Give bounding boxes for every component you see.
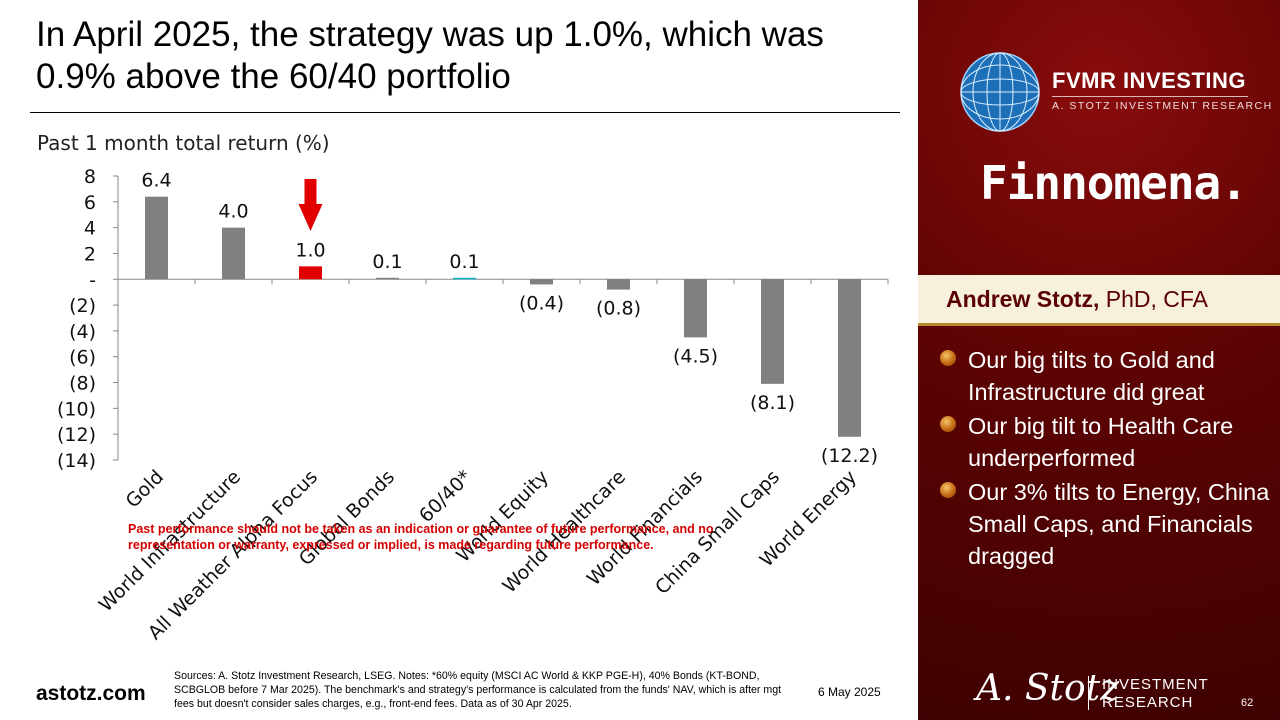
key-point-text: Our 3% tilts to Energy, China Small Caps… (968, 479, 1270, 569)
data-label: (8.1) (750, 392, 795, 414)
key-points-list: Our big tilts to Gold and Infrastructure… (938, 344, 1274, 574)
bar-60-40 (453, 277, 476, 280)
y-tick-label: 2 (84, 243, 96, 265)
key-point-text: Our big tilts to Gold and Infrastructure… (968, 347, 1215, 405)
y-tick-label: (12) (57, 424, 96, 446)
bar-world-healthcare (607, 279, 630, 290)
presenter-band (918, 275, 1280, 323)
globe-icon (960, 52, 1040, 132)
bullet-orb-icon (940, 350, 956, 366)
bullet-orb-icon (940, 482, 956, 498)
bar-china-small-caps (761, 279, 784, 384)
page-number: 62 (1241, 697, 1254, 709)
presenter-underline (918, 323, 1280, 326)
key-point: Our big tilts to Gold and Infrastructure… (938, 344, 1274, 408)
chart-area: Past 1 month total return (%) 8 6 4 2 - (2) (4)… (0, 120, 910, 665)
data-label: 0.1 (372, 251, 402, 273)
sources-note: Sources: A. Stotz Investment Research, L… (174, 670, 782, 711)
data-label: 0.1 (449, 251, 479, 273)
presenter-label: Andrew Stotz, PhD, CFA (946, 286, 1208, 313)
data-label: 6.4 (141, 170, 171, 192)
y-tick-label: (6) (69, 347, 96, 369)
data-label: (12.2) (821, 445, 878, 467)
data-label: (4.5) (673, 345, 718, 367)
slide-title: In April 2025, the strategy was up 1.0%,… (36, 15, 824, 96)
category-label: Gold (122, 466, 168, 512)
brand-subtitle: A. STOTZ INVESTMENT RESEARCH (1052, 100, 1273, 112)
y-tick-label: 8 (84, 166, 96, 188)
bullet-orb-icon (940, 416, 956, 432)
research-brand-line2: RESEARCH (1102, 694, 1194, 711)
bar-world-energy (838, 279, 861, 437)
y-tick-label: - (89, 269, 96, 291)
presenter-credentials: PhD, CFA (1099, 286, 1208, 312)
partner-logo: Finnomena. (980, 156, 1248, 210)
data-label: 4.0 (218, 201, 248, 223)
y-tick-label: 4 (84, 218, 96, 240)
website-link[interactable]: astotz.com (36, 682, 146, 705)
brand-divider (1052, 96, 1248, 97)
bar-gold (145, 196, 168, 280)
y-tick-label: (10) (57, 398, 96, 420)
highlight-arrow-icon (298, 179, 323, 231)
brand-name: FVMR INVESTING (1052, 68, 1247, 93)
data-label: (0.4) (519, 292, 564, 314)
bar-global-bonds (376, 277, 399, 280)
bar-world-infrastructure (222, 227, 245, 280)
key-point: Our 3% tilts to Energy, China Small Caps… (938, 476, 1274, 572)
title-divider (30, 112, 900, 113)
bar-chart: Past 1 month total return (%) 8 6 4 2 - (2) (4)… (37, 131, 889, 644)
chart-title: Past 1 month total return (%) (37, 131, 330, 155)
data-label: (0.8) (596, 298, 641, 320)
key-point: Our big tilt to Health Care underperform… (938, 410, 1274, 474)
bar-world-financials (684, 279, 707, 338)
slide-date: 6 May 2025 (818, 685, 881, 699)
presenter-name: Andrew Stotz, (946, 286, 1100, 312)
data-label: 1.0 (295, 239, 325, 261)
category-label: 60/40* (415, 466, 476, 527)
y-tick-label: (14) (57, 450, 96, 472)
signature-logo: A. Stotz (976, 668, 1120, 709)
bar-all-weather-alpha-focus (299, 266, 322, 280)
research-brand-line1: INVESTMENT (1102, 676, 1209, 693)
bar-world-equity (530, 279, 553, 285)
chart-disclaimer: Past performance should not be taken as … (128, 522, 714, 552)
y-tick-label: (4) (69, 321, 96, 343)
signature-divider (1088, 676, 1089, 710)
research-brand: INVESTMENT RESEARCH (1102, 676, 1209, 712)
y-tick-label: (8) (69, 373, 96, 395)
sidebar-panel: FVMR INVESTING A. STOTZ INVESTMENT RESEA… (918, 0, 1280, 720)
y-tick-label: 6 (84, 192, 96, 214)
key-point-text: Our big tilt to Health Care underperform… (968, 413, 1234, 471)
y-tick-label: (2) (69, 295, 96, 317)
